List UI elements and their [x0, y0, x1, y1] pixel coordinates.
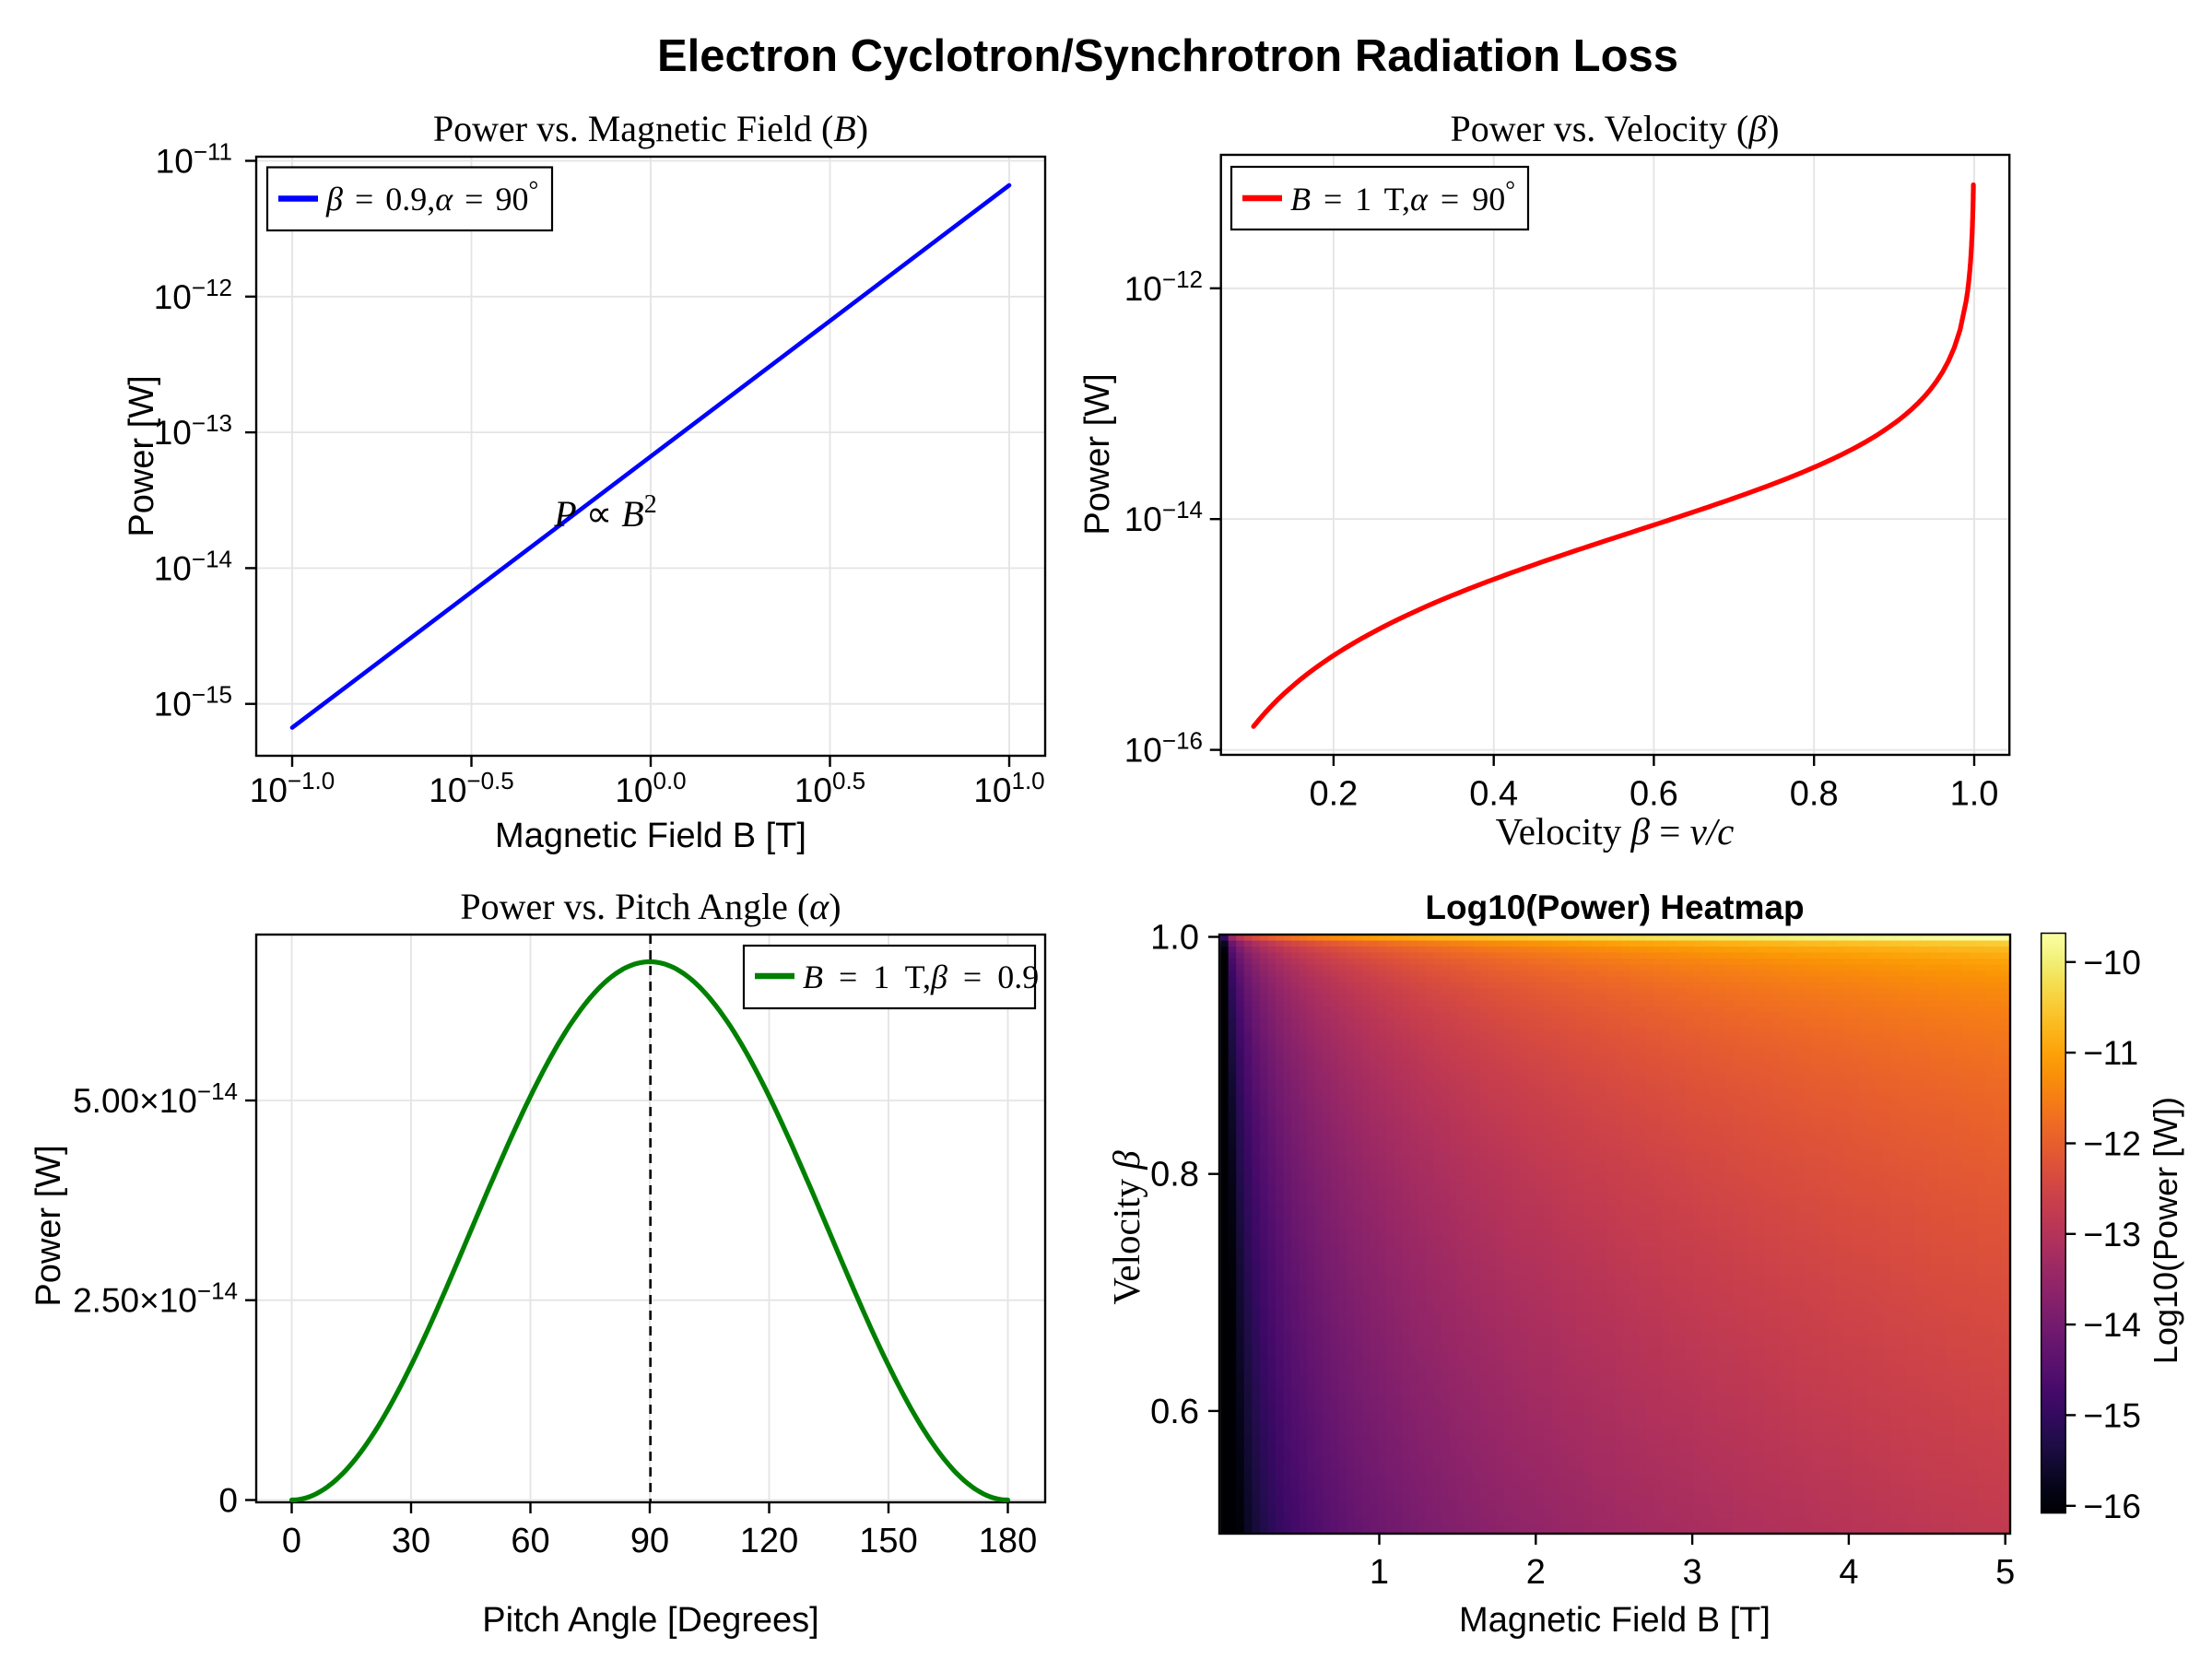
svg-text:Log10(Power) Heatmap: Log10(Power) Heatmap	[1425, 888, 1804, 926]
svg-text:Power [W]: Power [W]	[123, 375, 161, 536]
svg-text:Pitch Angle [Degrees]: Pitch Angle [Degrees]	[482, 1601, 818, 1640]
svg-text:0.6: 0.6	[1150, 1393, 1199, 1431]
svg-text:90: 90	[630, 1522, 669, 1560]
svg-text:1.0: 1.0	[1150, 919, 1199, 958]
svg-text:B = 1 T,α = 90°: B = 1 T,α = 90°	[1290, 176, 1515, 218]
svg-text:0.8: 0.8	[1150, 1156, 1199, 1194]
svg-text:−11: −11	[2083, 1034, 2138, 1072]
svg-text:0.8: 0.8	[1790, 775, 1839, 814]
svg-text:−15: −15	[2083, 1396, 2141, 1434]
svg-text:2: 2	[1526, 1553, 1546, 1592]
svg-text:0.4: 0.4	[1469, 775, 1518, 814]
svg-text:Magnetic Field B [T]: Magnetic Field B [T]	[495, 817, 806, 855]
svg-text:0.2: 0.2	[1309, 775, 1358, 814]
svg-text:B = 1 T,β = 0.9: B = 1 T,β = 0.9	[803, 959, 1039, 995]
svg-text:60: 60	[511, 1522, 549, 1560]
svg-text:−13: −13	[2083, 1216, 2141, 1253]
svg-text:β = 0.9,α = 90°: β = 0.9,α = 90°	[325, 176, 538, 218]
svg-text:3: 3	[1683, 1553, 1702, 1592]
svg-text:Velocity β = v/c: Velocity β = v/c	[1496, 810, 1735, 853]
svg-text:Power vs. Pitch Angle (α): Power vs. Pitch Angle (α)	[460, 886, 841, 927]
svg-text:150: 150	[859, 1522, 917, 1560]
svg-text:Power [W]: Power [W]	[1078, 373, 1117, 535]
svg-text:120: 120	[740, 1522, 798, 1560]
svg-text:0.6: 0.6	[1630, 775, 1678, 814]
svg-text:1: 1	[1370, 1553, 1389, 1592]
svg-text:30: 30	[392, 1522, 430, 1560]
svg-text:0: 0	[218, 1482, 238, 1520]
svg-text:−12: −12	[2083, 1125, 2141, 1163]
svg-text:P ∝ B2: P ∝ B2	[553, 490, 656, 535]
svg-text:Power vs. Magnetic Field (B): Power vs. Magnetic Field (B)	[433, 108, 868, 149]
svg-text:Magnetic Field B [T]: Magnetic Field B [T]	[1459, 1601, 1771, 1640]
svg-text:−14: −14	[2083, 1306, 2141, 1344]
svg-text:Power vs. Velocity (β): Power vs. Velocity (β)	[1451, 108, 1780, 149]
svg-text:5: 5	[1995, 1553, 2015, 1592]
svg-text:0: 0	[282, 1522, 301, 1560]
svg-text:Log10(Power [W]): Log10(Power [W])	[2147, 1097, 2184, 1364]
svg-text:1.0: 1.0	[1950, 775, 1999, 814]
svg-text:10−1.0: 10−1.0	[250, 767, 335, 809]
svg-text:Velocity β: Velocity β	[1105, 1150, 1147, 1305]
svg-text:Electron Cyclotron/Synchrotron: Electron Cyclotron/Synchrotron Radiation…	[657, 31, 1678, 81]
svg-text:4: 4	[1839, 1553, 1858, 1592]
svg-text:−10: −10	[2083, 944, 2141, 982]
svg-text:Power [W]: Power [W]	[29, 1145, 68, 1306]
svg-text:−16: −16	[2083, 1488, 2141, 1525]
svg-text:180: 180	[979, 1522, 1037, 1560]
